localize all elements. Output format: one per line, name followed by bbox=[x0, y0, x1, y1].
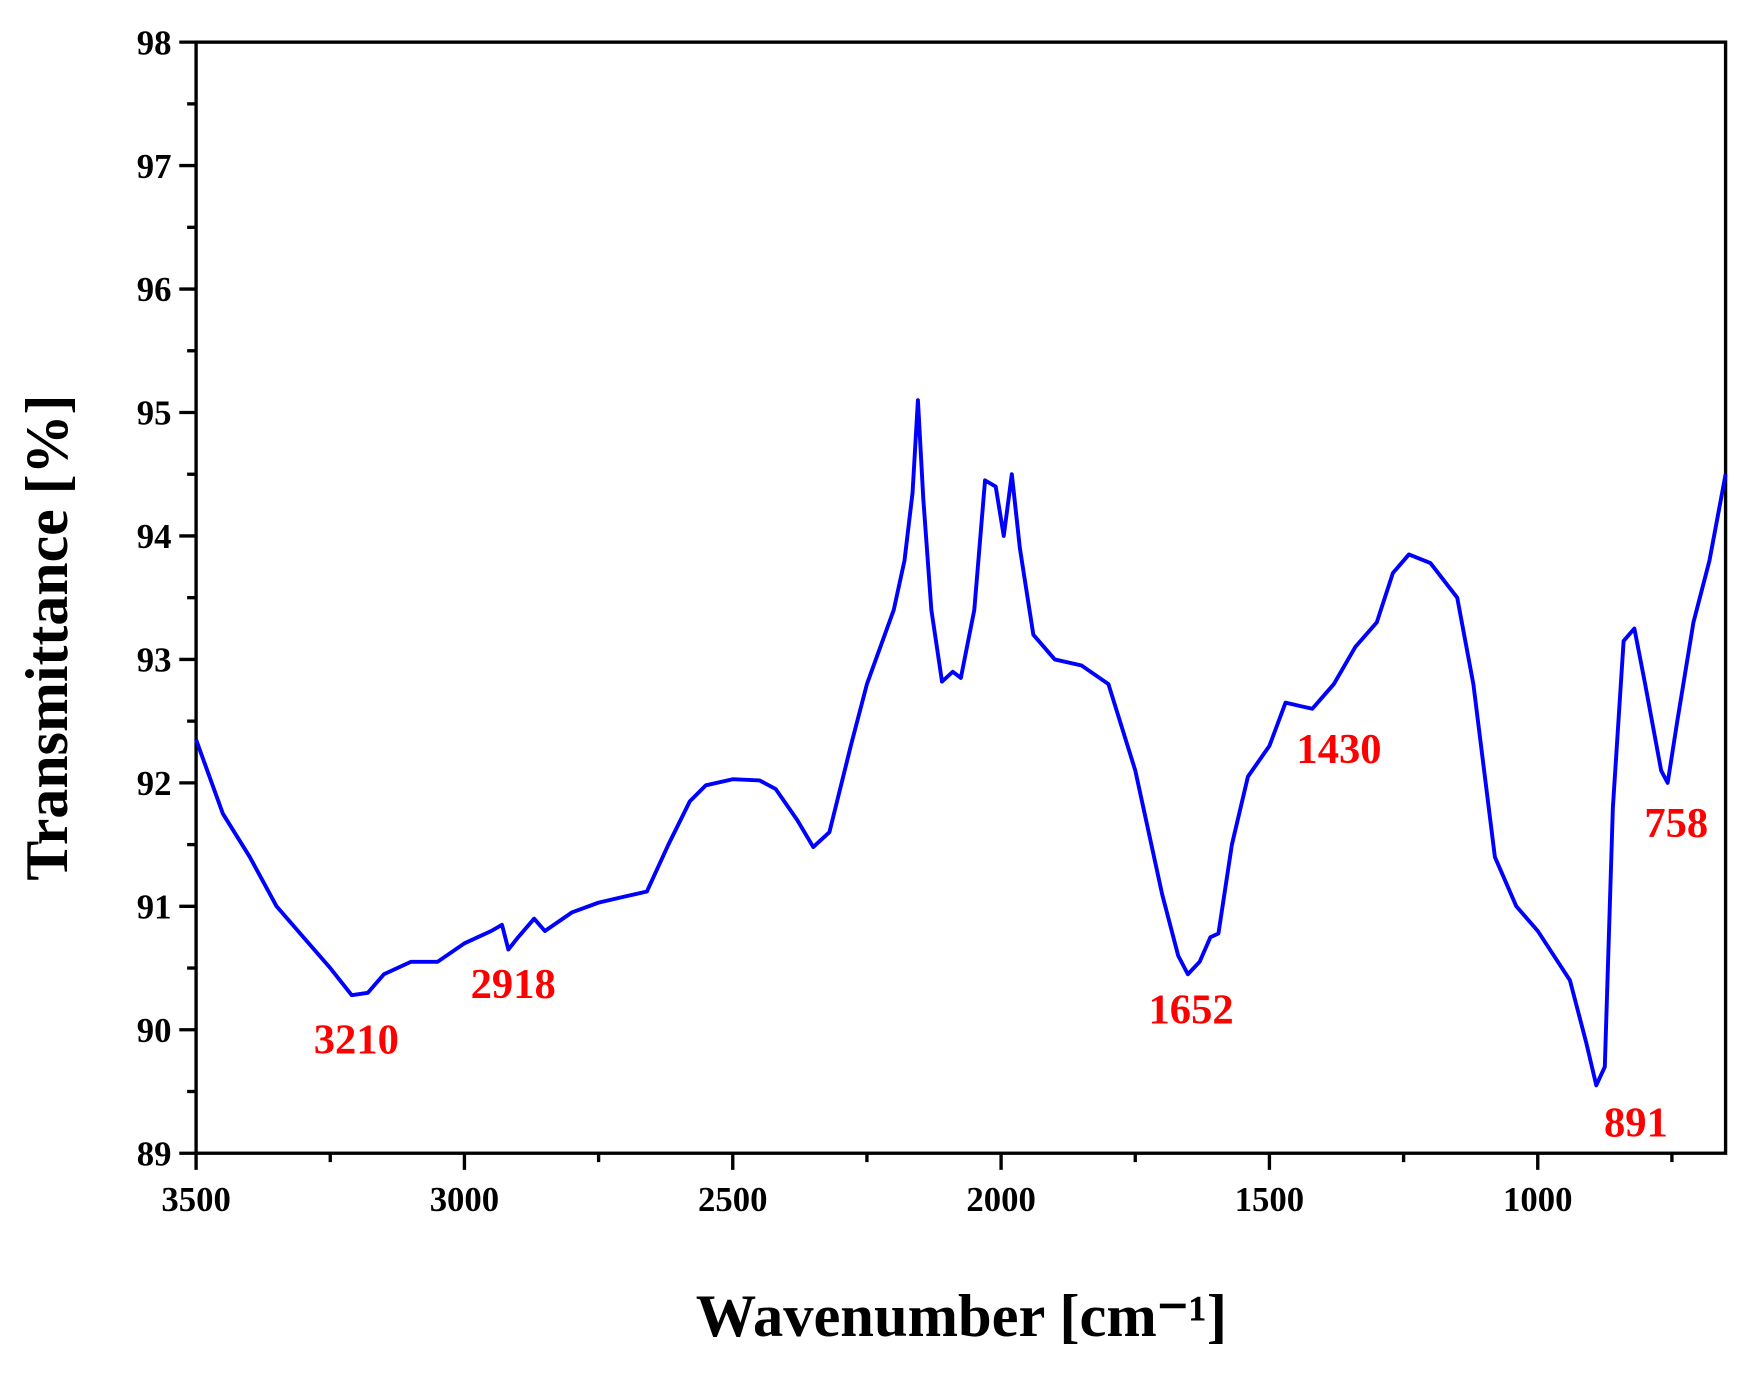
y-tick-label: 93 bbox=[137, 642, 172, 680]
x-tick-label: 1000 bbox=[1503, 1181, 1572, 1219]
plot-frame bbox=[194, 40, 1728, 1155]
y-tick-label: 90 bbox=[137, 1012, 172, 1050]
y-tick-label: 94 bbox=[137, 518, 172, 556]
x-tick-label: 3500 bbox=[161, 1181, 230, 1219]
x-tick-label: 1500 bbox=[1235, 1181, 1304, 1219]
peak-label: 1430 bbox=[1296, 726, 1381, 773]
y-tick-label: 92 bbox=[137, 765, 172, 803]
y-tick-label: 91 bbox=[137, 889, 172, 927]
x-tick-label: 2000 bbox=[966, 1181, 1035, 1219]
peak-label: 758 bbox=[1644, 800, 1708, 847]
y-tick-label: 97 bbox=[137, 148, 172, 186]
y-tick-label: 95 bbox=[137, 395, 172, 433]
peak-label: 1652 bbox=[1149, 987, 1234, 1034]
x-axis-title: Wavenumber [cm⁻¹] bbox=[696, 1283, 1227, 1350]
peak-label: 2918 bbox=[471, 961, 556, 1008]
y-tick-label: 96 bbox=[137, 271, 172, 309]
spectrum-line bbox=[194, 398, 1728, 1088]
y-axis-title: Transmittance [%] bbox=[14, 395, 81, 881]
peak-label: 3210 bbox=[314, 1017, 399, 1064]
y-tick-label: 89 bbox=[137, 1136, 172, 1174]
y-tick-label: 98 bbox=[137, 24, 172, 62]
peak-label: 891 bbox=[1604, 1100, 1668, 1147]
x-tick-label: 2500 bbox=[698, 1181, 767, 1219]
x-tick-label: 3000 bbox=[430, 1181, 499, 1219]
